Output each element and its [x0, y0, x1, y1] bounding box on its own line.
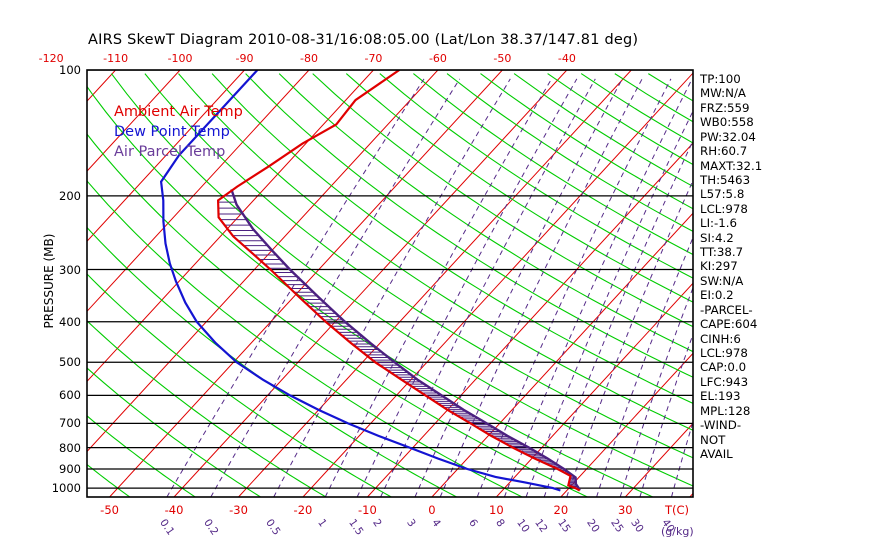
top-temp-tick: -90: [235, 52, 254, 65]
stat-row: -PARCEL-: [700, 302, 753, 317]
bottom-temp-tick: -20: [293, 503, 313, 517]
top-temp-tick: -70: [364, 52, 383, 65]
stat-row: CAP:0.0: [700, 360, 747, 375]
bottom-temp-tick: 20: [553, 503, 569, 517]
stat-row: L57:5.8: [700, 187, 745, 202]
legend-item-2: Air Parcel Temp: [114, 144, 226, 160]
top-temp-tick: -80: [300, 52, 318, 65]
mixing-ratio-unit: (g/kg): [661, 525, 694, 538]
pressure-tick: 900: [59, 462, 81, 476]
page-title: AIRS SkewT Diagram 2010-08-31/16:08:05.0…: [88, 32, 639, 48]
stat-row: SW:N/A: [700, 273, 744, 288]
temp-axis-unit: T(C): [665, 503, 690, 517]
stat-row: LI:-1.6: [700, 216, 738, 231]
top-temp-tick: -110: [103, 52, 129, 65]
top-temp-tick: -40: [557, 52, 576, 65]
pressure-axis-title: PRESSURE (MB): [42, 233, 56, 328]
pressure-tick: 300: [59, 262, 81, 277]
pressure-tick: 800: [59, 440, 81, 455]
stat-row: LFC:943: [700, 374, 749, 389]
pressure-tick: 700: [59, 416, 81, 431]
stat-row: MAXT:32.1: [700, 158, 763, 173]
bottom-temp-tick: 0: [428, 503, 436, 517]
stat-row: NOT: [700, 432, 726, 447]
bottom-temp-tick: -10: [358, 503, 377, 517]
top-temp-tick: -120: [38, 52, 64, 65]
bottom-temp-tick: 30: [617, 503, 633, 517]
stat-row: FRZ:559: [700, 100, 750, 115]
legend-item-1: Dew Point Temp: [114, 124, 230, 140]
bottom-temp-tick: 10: [489, 503, 504, 517]
stat-row: MPL:128: [700, 403, 751, 418]
stat-row: MW:N/A: [700, 86, 746, 101]
pressure-tick: 100: [59, 63, 81, 77]
stat-row: CINH:6: [700, 331, 741, 346]
legend-item-0: Ambient Air Temp: [114, 104, 243, 120]
pressure-tick: 400: [59, 314, 81, 329]
bottom-temp-tick: -30: [229, 503, 248, 517]
stat-row: LCL:978: [700, 346, 748, 361]
stat-row: TP:100: [700, 72, 741, 86]
stat-row: EI:0.2: [700, 288, 734, 303]
stat-row: WB0:558: [700, 115, 754, 130]
top-temp-tick: -50: [493, 52, 512, 65]
stat-row: EL:193: [700, 389, 741, 404]
pressure-tick: 500: [59, 355, 81, 370]
stat-row: PW:32.04: [700, 129, 756, 144]
stat-row: RH:60.7: [700, 144, 748, 159]
top-temp-tick: -60: [428, 52, 447, 65]
pressure-tick: 1000: [51, 481, 81, 496]
pressure-tick: 600: [59, 388, 81, 403]
stat-row: TH:5463: [700, 172, 751, 187]
bottom-temp-tick: -50: [100, 503, 119, 517]
stat-row: KI:297: [700, 259, 738, 274]
stat-row: -WIND-: [700, 418, 742, 433]
stat-row: SI:4.2: [700, 230, 734, 245]
stat-row: LCL:978: [700, 201, 748, 216]
stat-row: AVAIL: [700, 446, 733, 461]
bottom-temp-tick: -40: [164, 503, 184, 517]
stat-row: TT:38.7: [700, 245, 744, 260]
sounding-indices-panel: TP:100 MW:N/A FRZ:559 WB0:558 PW:32.04 RH:60.…: [700, 72, 870, 461]
stat-row: CAPE:604: [700, 317, 758, 332]
top-temp-tick: -100: [167, 52, 193, 65]
pressure-tick: 200: [59, 188, 81, 203]
